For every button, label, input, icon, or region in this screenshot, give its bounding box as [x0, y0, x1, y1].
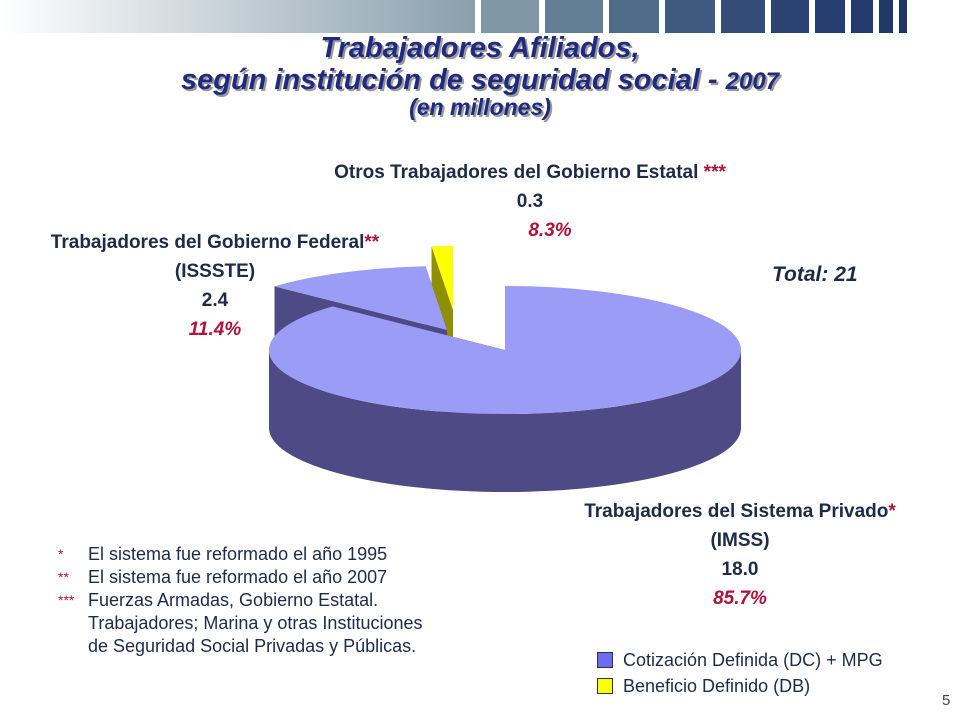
footnote-2-text: El sistema fue reformado el año 2007 [88, 567, 388, 587]
label-issste-inst: (ISSSTE) [174, 261, 256, 282]
page-number: 5 [942, 692, 951, 709]
chart-total: Total: 21 [772, 263, 858, 286]
label-otros: Otros Trabajadores del Gobierno Estatal … [270, 158, 790, 245]
footnote-1-text: El sistema fue reformado el año 1995 [88, 544, 388, 564]
subtitle-year: 2007 [725, 68, 780, 95]
footnote-2-mark: ** [58, 569, 69, 585]
label-otros-percent: 8.3% [528, 220, 572, 241]
label-issste: Trabajadores del Gobierno Federal** (ISS… [0, 228, 430, 344]
footnote-1-mark: * [58, 546, 64, 562]
footnote-3-text: Fuerzas Armadas, Gobierno Estatal. Traba… [88, 590, 423, 656]
slice-imss-rim-0 [269, 350, 741, 492]
footnote-1: * El sistema fue reformado el año 1995 [58, 543, 448, 566]
label-imss-name: Trabajadores del Sistema Privado [584, 501, 889, 522]
legend-label-db: Beneficio Definido (DB) [623, 676, 811, 696]
legend-item-db: Beneficio Definido (DB) [597, 673, 883, 699]
chart-legend: Cotización Definida (DC) + MPG Beneficio… [597, 647, 883, 699]
header-banner [0, 0, 907, 33]
label-otros-name: Otros Trabajadores del Gobierno Estatal [334, 162, 699, 183]
footnote-3: *** Fuerzas Armadas, Gobierno Estatal. T… [58, 589, 448, 658]
legend-swatch-db [597, 678, 613, 694]
slice-imss-top [268, 286, 741, 414]
subtitle-text: según institución de seguridad social - [180, 64, 726, 96]
footnotes: * El sistema fue reformado el año 1995 *… [58, 543, 448, 658]
footnote-2: ** El sistema fue reformado el año 2007 [58, 566, 448, 589]
label-issste-name: Trabajadores del Gobierno Federal [50, 232, 365, 253]
label-imss-value: 18.0 [721, 559, 759, 580]
label-otros-marker: *** [698, 162, 726, 183]
label-issste-percent: 11.4% [188, 319, 242, 340]
slice-issste-top [274, 266, 447, 330]
legend-label-dc: Cotización Definida (DC) + MPG [623, 650, 883, 670]
label-imss-marker: * [888, 501, 896, 522]
label-issste-marker: ** [364, 232, 380, 253]
legend-item-dc: Cotización Definida (DC) + MPG [597, 647, 883, 673]
slide-subtitle: según institución de seguridad social - … [150, 64, 810, 97]
label-issste-value: 2.4 [201, 290, 229, 311]
footnote-3-mark: *** [58, 592, 75, 608]
legend-swatch-dc [597, 652, 613, 668]
slide-title: Trabajadores Afiliados, [320, 32, 640, 64]
label-imss: Trabajadores del Sistema Privado* (IMSS)… [530, 497, 950, 613]
slide-units: (en millones) [409, 94, 551, 120]
label-imss-inst: (IMSS) [710, 530, 770, 551]
label-imss-percent: 85.7% [713, 588, 767, 609]
slice-otros-top [431, 246, 453, 310]
label-otros-value: 0.3 [516, 191, 544, 212]
